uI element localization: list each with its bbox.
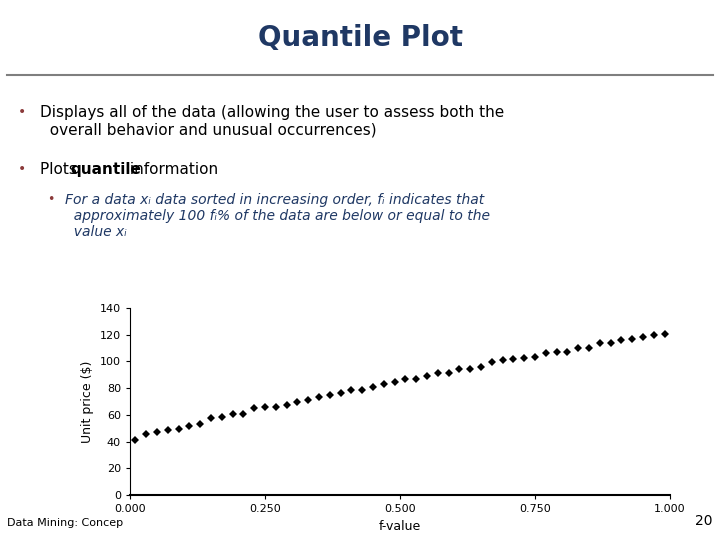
- Y-axis label: Unit price ($): Unit price ($): [81, 360, 94, 443]
- Text: quantile: quantile: [71, 162, 141, 177]
- Text: •: •: [18, 105, 26, 119]
- Text: For a data xᵢ data sorted in increasing order, fᵢ indicates that
  approximately: For a data xᵢ data sorted in increasing …: [65, 193, 490, 239]
- Text: Data Mining: Concep: Data Mining: Concep: [7, 518, 123, 528]
- Text: •: •: [18, 162, 26, 176]
- Text: 20: 20: [696, 514, 713, 528]
- Text: Quantile Plot: Quantile Plot: [258, 24, 462, 52]
- Text: Displays all of the data (allowing the user to assess both the
  overall behavio: Displays all of the data (allowing the u…: [40, 105, 504, 137]
- Text: Plots: Plots: [40, 162, 81, 177]
- X-axis label: f-value: f-value: [379, 519, 421, 532]
- Text: information: information: [125, 162, 217, 177]
- Text: •: •: [47, 193, 54, 206]
